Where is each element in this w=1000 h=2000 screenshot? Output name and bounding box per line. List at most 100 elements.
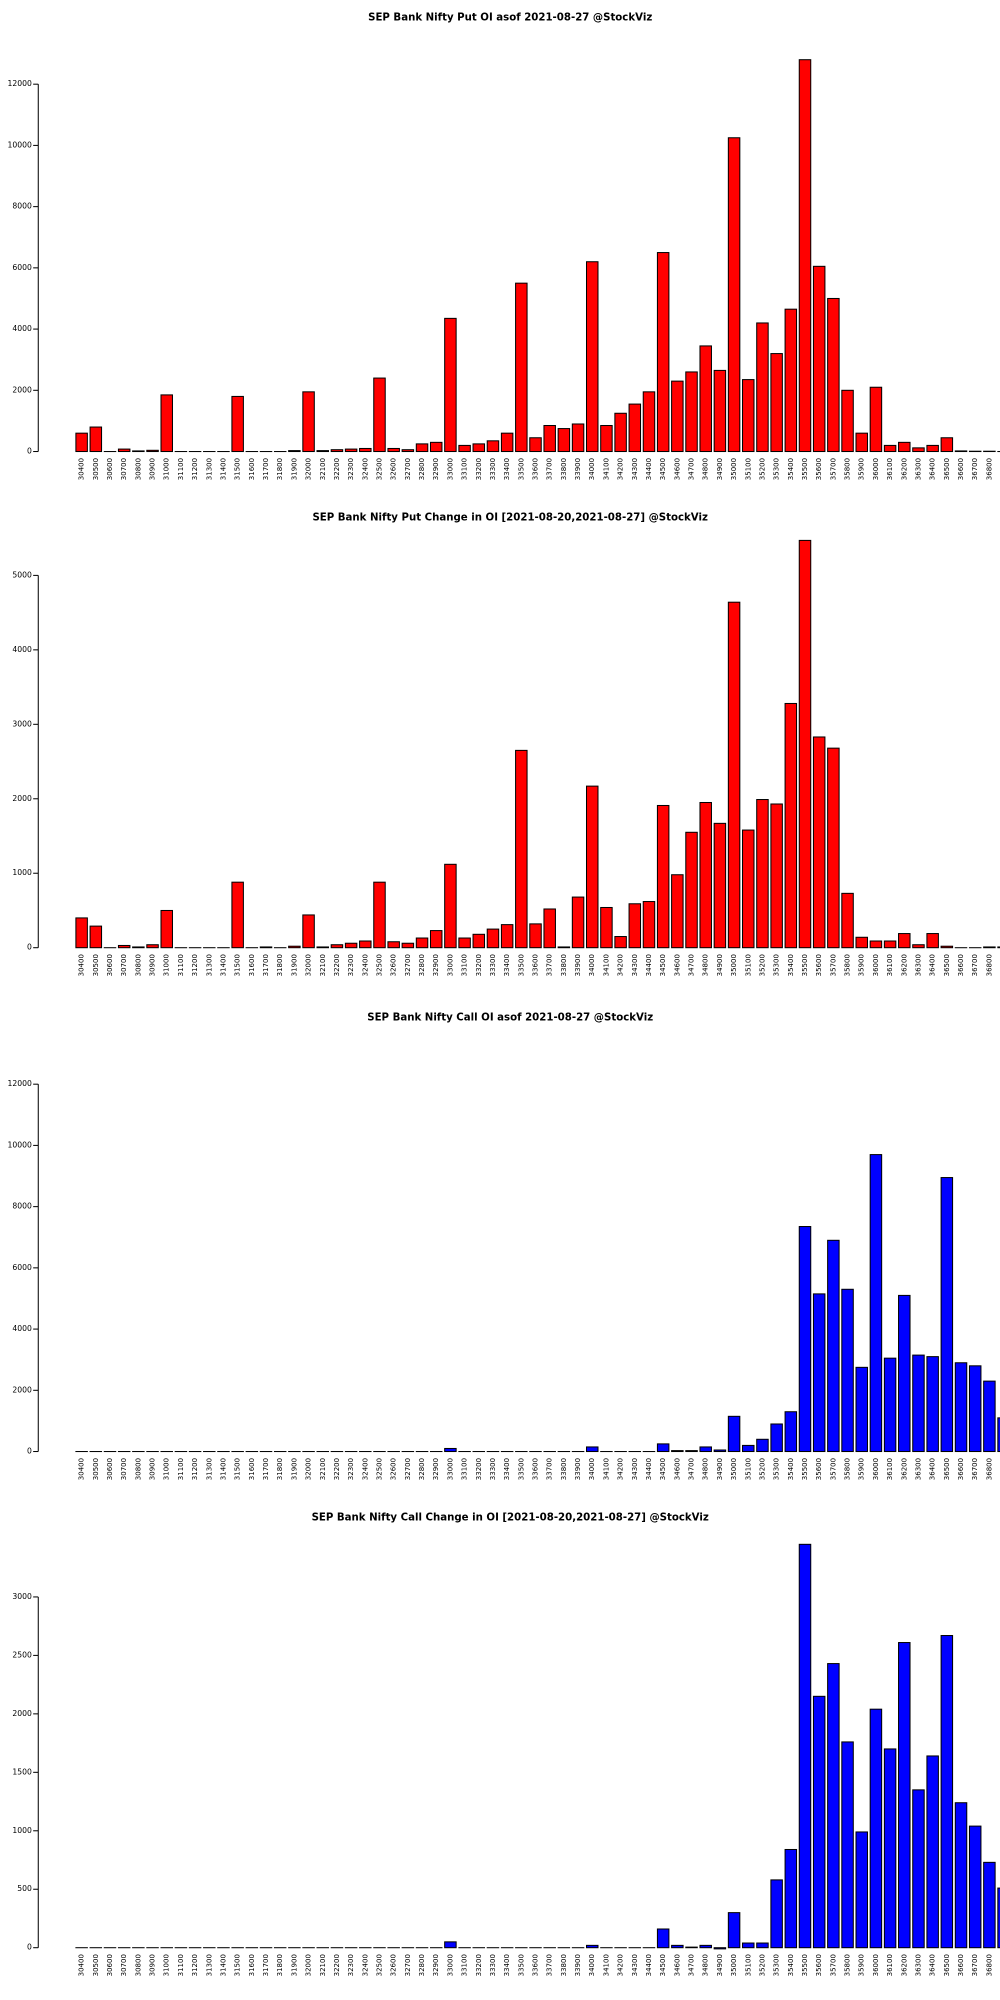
x-tick-label: 35100 [743,1458,752,1480]
bar [117,944,131,949]
x-tick-label: 36800 [984,458,993,480]
bar [571,423,585,453]
bar [600,906,613,949]
x-tick-label: 30600 [105,954,114,976]
bar [429,930,443,949]
bar [926,1356,939,1453]
x-tick-label: 33200 [474,1954,483,1976]
y-tick-label: 5000 [12,570,32,579]
x-tick-label: 32500 [374,1954,383,1976]
x-tick-label: 31700 [261,458,270,480]
bar [302,914,315,949]
x-tick-label: 30700 [119,458,128,480]
x-tick-label: 33700 [545,458,554,480]
x-tick-label: 31000 [162,458,171,480]
bar [770,1879,783,1949]
x-tick-label: 32600 [389,1954,398,1976]
bar [614,412,627,453]
x-tick-label: 34300 [630,1458,639,1480]
x-tick-label: 31500 [233,1458,242,1480]
bar [585,1446,599,1453]
bar [117,448,131,453]
bar [344,942,358,949]
x-tick-label: 34000 [587,954,596,976]
x-tick-label: 34900 [715,954,724,976]
x-tick-label: 36300 [913,458,922,480]
x-tick-label: 36800 [984,954,993,976]
x-tick-label: 33600 [531,1954,540,1976]
bar [713,1449,727,1453]
x-tick-label: 33800 [559,1954,568,1976]
x-tick-label: 33400 [502,1954,511,1976]
x-tick-label: 36900 [999,1458,1000,1480]
x-tick-label: 31000 [162,954,171,976]
bar [656,252,670,453]
x-tick-label: 34000 [587,1458,596,1480]
x-tick-label: 31400 [218,1954,227,1976]
bar [444,1447,457,1453]
x-tick-label: 36500 [942,1458,951,1480]
x-tick-label: 30700 [119,1458,128,1480]
x-tick-label: 35500 [800,954,809,976]
bar [316,450,330,453]
x-tick-label: 35500 [800,1954,809,1976]
bar [784,702,798,949]
y-tick-label: 0 [27,1447,32,1456]
bar [600,425,613,453]
x-tick-label: 34700 [687,1458,696,1480]
x-tick-label: 36900 [999,1954,1000,1976]
bar [713,822,727,949]
chart-title: SEP Bank Nifty Call Change in OI [2021-0… [312,1512,709,1523]
bar [727,1415,741,1453]
bar [883,1748,897,1949]
x-tick-label: 36700 [970,954,979,976]
x-tick-label: 30700 [119,954,128,976]
x-tick-label: 35700 [828,1954,837,1976]
x-tick-label: 35800 [843,1458,852,1480]
bar [798,59,812,453]
x-tick-label: 34600 [672,1954,681,1976]
x-tick-label: 33900 [573,1458,582,1480]
bar [997,1417,1000,1453]
bar [685,371,698,453]
x-tick-label: 32000 [304,1458,313,1480]
x-tick-label: 30500 [91,1954,100,1976]
x-tick-label: 36300 [913,1458,922,1480]
bar [912,944,925,949]
bar [784,308,798,453]
bar [685,1946,698,1949]
x-tick-label: 33300 [488,1458,497,1480]
x-tick-label: 34100 [601,954,610,976]
x-tick-label: 31800 [275,1954,284,1976]
bar [671,380,684,453]
y-tick-label: 2000 [12,1385,32,1394]
x-tick-label: 36600 [956,1458,965,1480]
bar [288,450,301,453]
y-tick-label: 4000 [12,324,32,333]
x-tick-label: 35200 [757,1954,766,1976]
bar [401,942,415,949]
bar [316,946,330,949]
bar [812,1695,826,1949]
x-tick-label: 35300 [772,1458,781,1480]
x-tick-label: 36100 [885,954,894,976]
x-tick-label: 33300 [488,1954,497,1976]
x-tick-label: 33700 [545,1954,554,1976]
bar [628,903,642,949]
x-tick-label: 33000 [445,1954,454,1976]
y-tick-label: 2000 [12,794,32,803]
x-tick-label: 34900 [715,1458,724,1480]
bar-chart: SEP Bank Nifty Put Change in OI [2021-08… [12,512,1000,976]
x-tick-label: 35500 [800,458,809,480]
x-tick-label: 31600 [247,1458,256,1480]
x-tick-label: 30800 [133,1458,142,1480]
bar [444,863,457,949]
x-tick-label: 36100 [885,458,894,480]
bar [883,940,897,949]
y-tick-label: 2000 [12,385,32,394]
x-tick-label: 35400 [786,1954,795,1976]
x-tick-label: 34800 [701,458,710,480]
x-tick-label: 31600 [247,1954,256,1976]
x-tick-label: 35600 [814,954,823,976]
